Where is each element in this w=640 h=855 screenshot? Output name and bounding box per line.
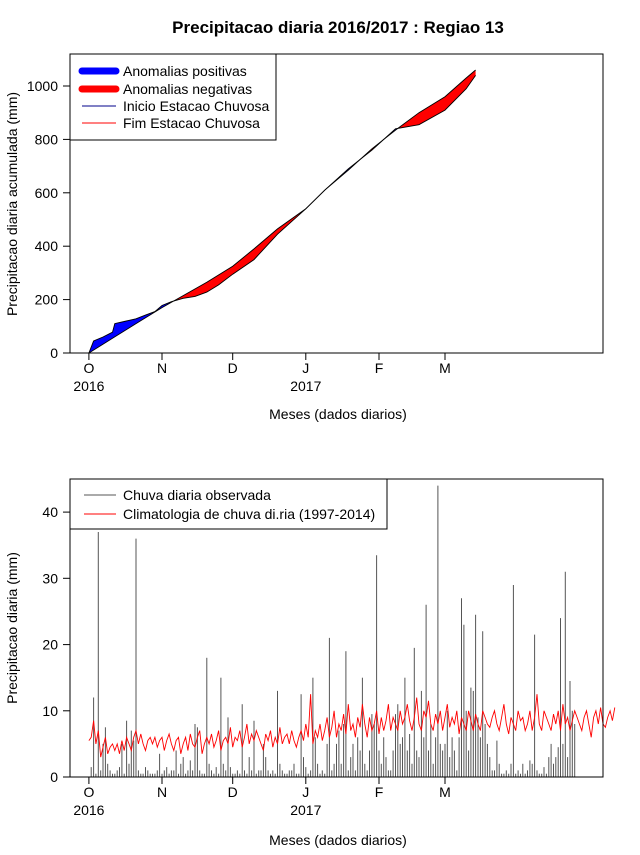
- cumulative-plot-area: [88, 69, 476, 354]
- legend-observed-label: Chuva diaria observada: [123, 487, 271, 503]
- y-tick-label: 800: [35, 131, 59, 147]
- cumulative-plot-frame: [69, 53, 604, 354]
- x-tick-label: D: [228, 784, 238, 800]
- x-tick-year-label: 2017: [290, 802, 321, 818]
- x-tick-year-label: 2016: [73, 378, 104, 394]
- cumulative-panel: 0 200 400 600 800 1000 O 2016 N D J 2017 F M Meses (…: [4, 53, 604, 422]
- daily-plot-area: [88, 485, 616, 777]
- daily-legend-box: [69, 478, 388, 530]
- x-tick-label: O: [83, 360, 94, 376]
- x-tick-label: D: [228, 360, 238, 376]
- legend-negative-label: Anomalias negativas: [123, 81, 252, 97]
- daily-y-axis: 0 10 20 30 40: [42, 504, 70, 785]
- y-tick-label: 1000: [27, 78, 58, 94]
- climatology-cumulative-line: [88, 69, 476, 354]
- y-tick-label: 10: [42, 703, 58, 719]
- x-tick-year-label: 2017: [290, 378, 321, 394]
- y-tick-label: 30: [42, 570, 58, 586]
- x-tick-label: O: [83, 784, 94, 800]
- x-tick-label: M: [439, 360, 451, 376]
- x-tick-label: M: [439, 784, 451, 800]
- x-tick-label: F: [375, 784, 384, 800]
- chart-title: Precipitacao diaria 2016/2017 : Regiao 1…: [172, 18, 504, 37]
- y-tick-label: 0: [50, 345, 58, 361]
- x-tick-label: N: [157, 360, 167, 376]
- daily-panel: 0 10 20 30 40 O 2016 N D J 2017 F M Meses (dados di…: [4, 478, 616, 848]
- daily-y-label: Precipitacao diaria (mm): [4, 552, 20, 704]
- cumulative-y-axis: 0 200 400 600 800 1000: [27, 78, 70, 361]
- cumulative-x-axis: O 2016 N D J 2017 F M: [73, 353, 451, 394]
- y-tick-label: 20: [42, 637, 58, 653]
- y-tick-label: 40: [42, 504, 58, 520]
- climatology-daily-line: [88, 694, 616, 758]
- x-tick-year-label: 2016: [73, 802, 104, 818]
- y-tick-label: 400: [35, 238, 59, 254]
- daily-x-axis: O 2016 N D J 2017 F M: [73, 777, 451, 818]
- x-tick-label: F: [375, 360, 384, 376]
- daily-x-label: Meses (dados diarios): [269, 832, 407, 848]
- cumulative-legend: Anomalias positivas Anomalias negativas …: [69, 53, 277, 141]
- legend-season-end-label: Fim Estacao Chuvosa: [123, 115, 260, 131]
- legend-season-start-label: Inicio Estacao Chuvosa: [123, 98, 270, 114]
- y-tick-label: 0: [50, 769, 58, 785]
- cumulative-y-label: Precipitacao diaria acumulada (mm): [4, 92, 20, 316]
- daily-legend: Chuva diaria observada Climatologia de c…: [69, 478, 388, 530]
- legend-positive-label: Anomalias positivas: [123, 63, 247, 79]
- y-tick-label: 600: [35, 185, 59, 201]
- y-tick-label: 200: [35, 292, 59, 308]
- legend-climatology-label: Climatologia de chuva di.ria (1997-2014): [123, 506, 375, 522]
- cumulative-x-label: Meses (dados diarios): [269, 406, 407, 422]
- x-tick-label: J: [302, 784, 309, 800]
- x-tick-label: J: [302, 360, 309, 376]
- x-tick-label: N: [157, 784, 167, 800]
